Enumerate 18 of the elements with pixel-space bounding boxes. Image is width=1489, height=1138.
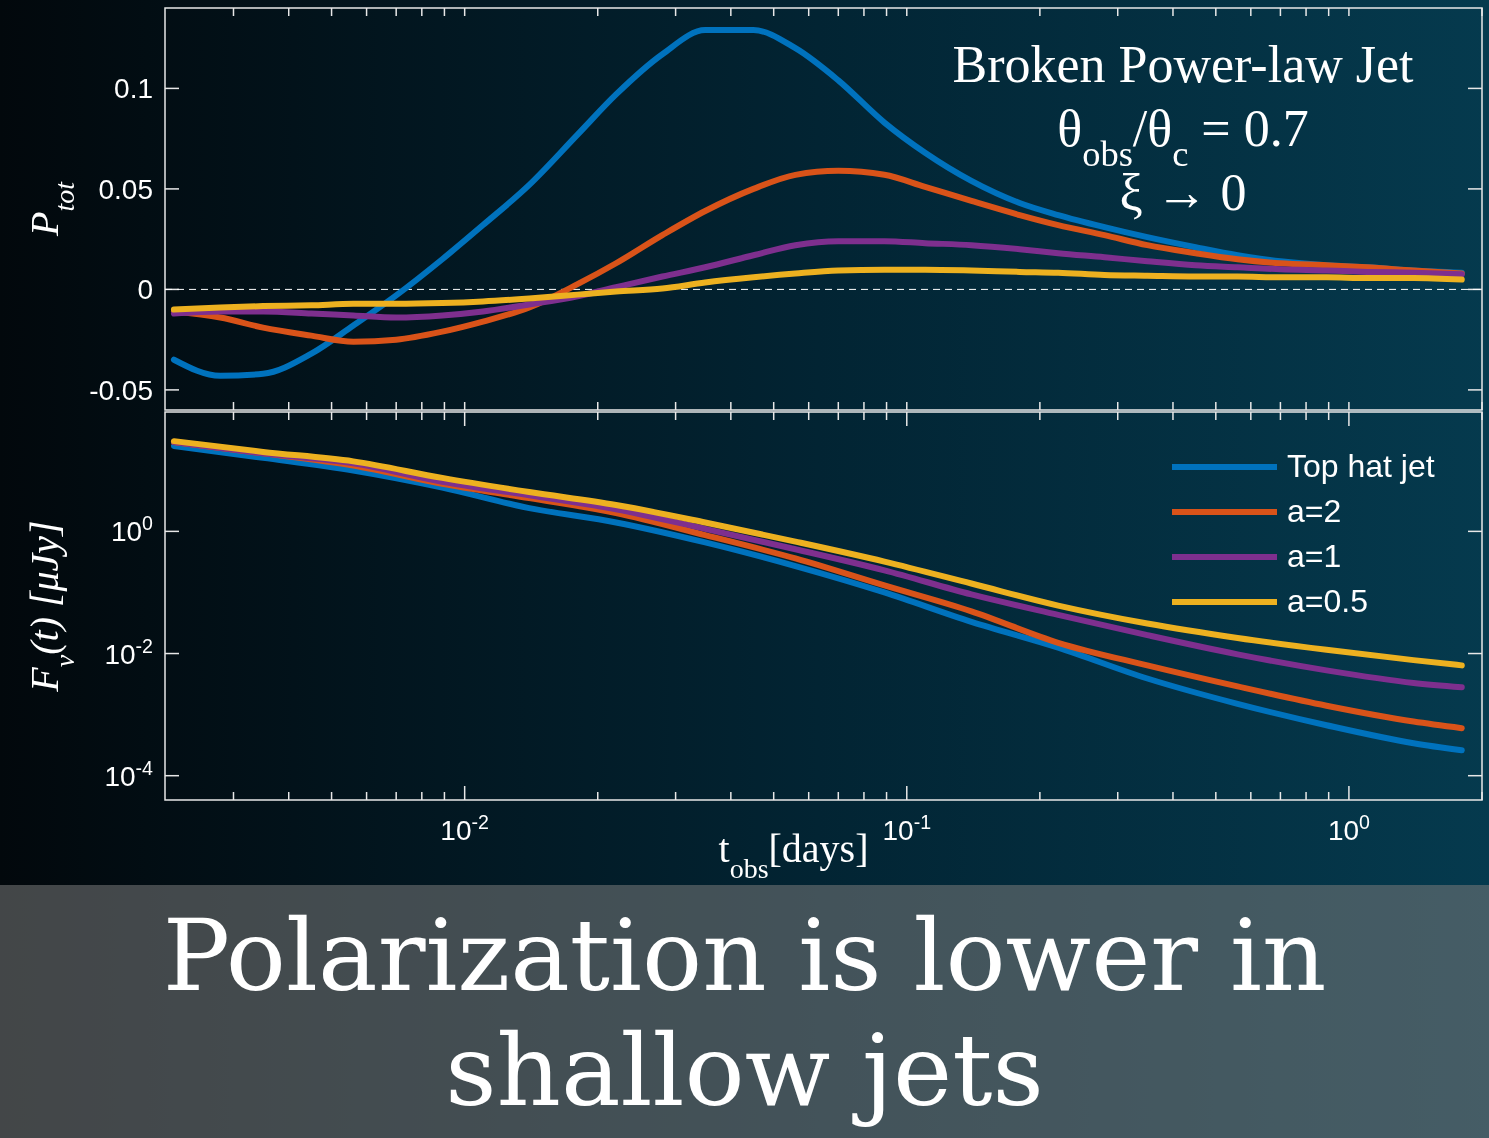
y-tick-label: 10$^{-4}$ [104,756,154,792]
y-tick-label: 0.1 [114,73,153,105]
legend-label: a=2 [1287,493,1342,529]
legend-label: Top hat jet [1287,448,1435,484]
annotation: Broken Power-law Jet [952,36,1415,93]
y-tick-label: 0 [137,274,153,306]
text: Polarization is lower in shallow jets [162,897,1327,1129]
x-tick-label: 10$^{0}$ [1327,811,1371,846]
y-tick-label: -0.05 [89,374,153,406]
legend-label: a=1 [1287,538,1342,574]
y-tick-label: 10$^{-2}$ [104,634,153,670]
legend-label: a=0.5 [1287,583,1368,619]
y-tick-label: 0.05 [98,173,153,205]
annotation: θ$_{obs}$/θ$_{c}$ = 0.7 [1057,100,1309,174]
y-tick-label: 10$^{0}$ [110,512,154,548]
x-tick-label: 10$^{-1}$ [882,811,932,846]
x-tick-label: 10$^{-2}$ [440,811,489,846]
x-axis-title: t$_{obs}$[days] [718,826,869,884]
